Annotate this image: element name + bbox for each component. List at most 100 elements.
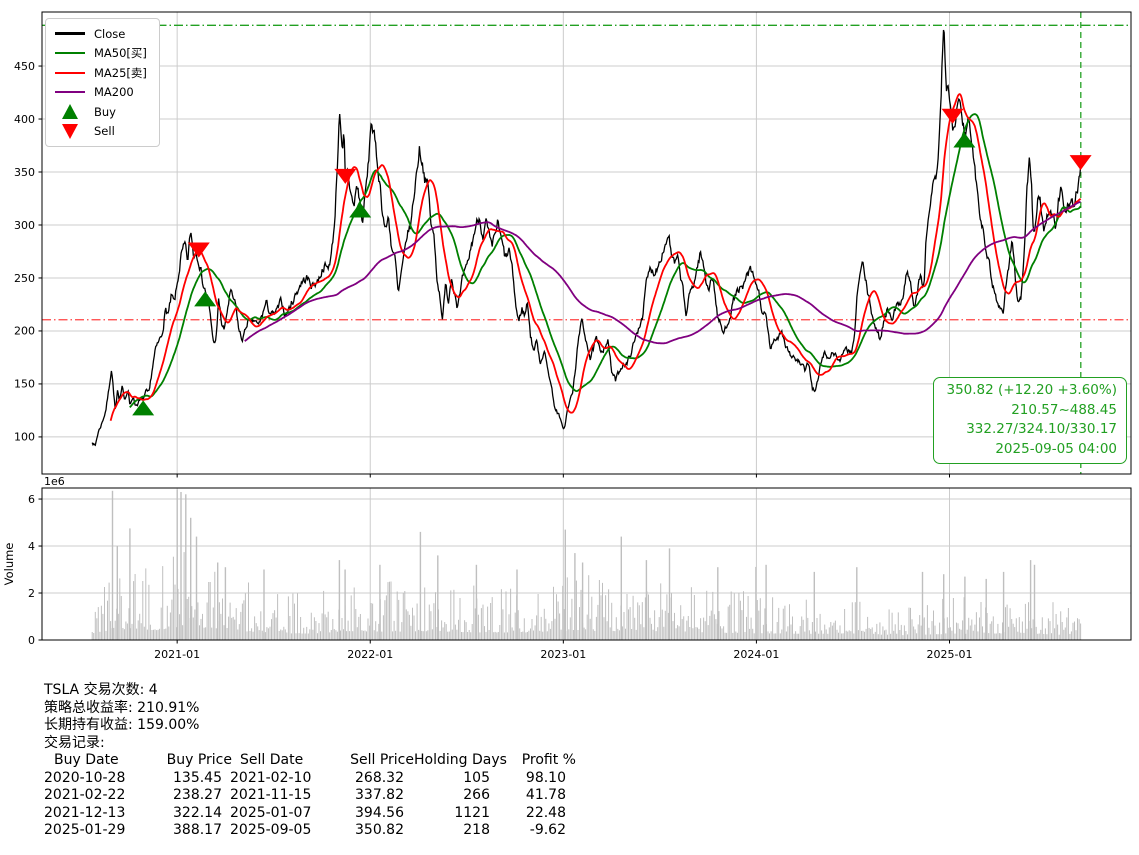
trade-cell: 394.56 (355, 804, 404, 821)
legend-label: Close (94, 26, 126, 41)
summary-hold-return: 长期持有收益: 159.00% (44, 717, 200, 733)
trade-cell: 2020-10-28 (44, 769, 126, 786)
volume-axis-label: Volume (2, 543, 16, 586)
legend-entry-buy: Buy (55, 102, 147, 122)
price-tick-label: 150 (14, 378, 35, 391)
legend-line-sample (55, 71, 85, 74)
trade-table-row: 2021-02-22 238.27 2021-11-15 337.82 266 41.78 (44, 787, 576, 805)
trade-cell: 1121 (454, 804, 490, 821)
trade-col-header: Holding Days (414, 752, 507, 768)
legend-entry-close: Close (55, 24, 147, 44)
volume-tick-label: 0 (28, 634, 35, 647)
trade-cell: 238.27 (173, 787, 222, 803)
trade-col-header: Sell Price (350, 752, 414, 768)
info-box-price: 350.82 (+12.20 +3.60%) (946, 382, 1117, 398)
trade-cell: 22.48 (525, 804, 566, 821)
trade-markers (132, 108, 1092, 416)
trade-cell: 105 (463, 769, 490, 786)
legend-line-sample (55, 52, 85, 55)
trade-cell: 2025-01-29 (44, 822, 126, 838)
sell-marker (941, 108, 964, 124)
trade-cell: 2021-02-10 (230, 769, 312, 786)
trade-cell: 41.78 (525, 787, 566, 803)
summary-total-return: 策略总收益率: 210.91% (44, 699, 200, 716)
trade-col-header: Sell Date (240, 752, 304, 768)
sell-marker (1069, 155, 1092, 171)
date-tick-label: 2023-01 (540, 648, 586, 661)
summary-trade-log-title: 交易记录: (44, 734, 105, 751)
volume-tick-label: 2 (28, 587, 35, 600)
legend-entry-ma25-: MA25[卖] (55, 63, 147, 83)
volume-tick-label: 4 (28, 540, 35, 553)
trade-cell: 2025-09-05 (230, 822, 312, 838)
trade-cell: 266 (463, 787, 490, 803)
trade-cell: 98.10 (525, 769, 566, 786)
info-box: 350.82 (+12.20 +3.60%) 210.57~488.45 332… (933, 377, 1127, 464)
trade-table-row: 2025-01-29 388.17 2025-09-05 350.82 218 -9.62 (44, 822, 576, 840)
volume-bars (91, 489, 1082, 640)
legend-entry-ma50-: MA50[买] (55, 44, 147, 64)
tri-down-icon (55, 123, 85, 139)
volume-tick-label: 6 (28, 493, 35, 506)
trade-cell: 135.45 (173, 769, 222, 786)
price-tick-label: 300 (14, 219, 35, 232)
legend-label: MA25[卖] (94, 65, 147, 80)
date-tick-label: 2022-01 (347, 648, 393, 661)
tri-up-icon (55, 104, 85, 120)
info-box-date: 2025-09-05 04:00 (995, 440, 1117, 457)
trade-cell: 2021-12-13 (44, 804, 126, 821)
sell-marker (334, 168, 357, 184)
trade-table-row: 2020-10-28 135.45 2021-02-10 268.32 105 98.10 (44, 770, 576, 788)
price-tick-label: 100 (14, 431, 35, 444)
trade-cell: 350.82 (355, 822, 404, 838)
buy-marker (953, 132, 976, 148)
trade-col-header: Buy Date (54, 752, 119, 768)
tick-marks (38, 65, 950, 644)
chart-canvas: 100 150 200 250 300 350 400 450 0 2 4 6 2021-01 2022-… (2, 11, 1132, 661)
buy-marker (194, 291, 217, 307)
date-tick-label: 2024-01 (733, 648, 779, 661)
legend: Close MA50[买] MA25[卖] MA200 Buy Sell (45, 18, 160, 147)
close-line (91, 29, 1082, 447)
legend-line-sample (55, 32, 85, 36)
info-box-range: 210.57~488.45 (1011, 401, 1117, 418)
trade-cell: 268.32 (355, 769, 404, 786)
price-tick-label: 400 (14, 113, 35, 126)
strategy-summary: TSLA 交易次数: 4 策略总收益率: 210.91% 长期持有收益: 159… (44, 682, 576, 840)
legend-label: MA200 (94, 85, 134, 100)
price-tick-label: 200 (14, 325, 35, 338)
price-tick-label: 350 (14, 166, 35, 179)
ma50-line (129, 113, 1082, 408)
buy-marker (349, 202, 372, 218)
legend-entry-ma200: MA200 (55, 83, 147, 103)
trade-table-row: 2021-12-13 322.14 2025-01-07 394.56 1121 22.4… (44, 805, 576, 823)
gridlines (42, 12, 1131, 641)
ma200-line (244, 200, 1081, 345)
buy-marker (132, 400, 155, 416)
volume-offset-label: 1e6 (44, 475, 65, 488)
tick-labels: 100 150 200 250 300 350 400 450 0 2 4 6 2021-01 2022-… (2, 60, 972, 661)
volume-panel-border (41, 487, 1132, 641)
date-tick-label: 2025-01 (927, 648, 973, 661)
trade-col-header: Profit % (521, 752, 576, 768)
ma25-line (109, 93, 1082, 422)
trade-cell: 322.14 (173, 804, 222, 821)
summary-trades-count: TSLA 交易次数: 4 (44, 682, 158, 698)
legend-label: MA50[买] (94, 46, 147, 61)
trade-cell: 2021-11-15 (230, 787, 312, 803)
trade-cell: 337.82 (355, 787, 404, 803)
trade-cell: 2021-02-22 (44, 787, 126, 803)
legend-label: Buy (94, 104, 116, 119)
price-tick-label: 450 (14, 60, 35, 73)
price-tick-label: 250 (14, 272, 35, 285)
info-box-mas: 332.27/324.10/330.17 (966, 421, 1117, 437)
legend-entry-sell: Sell (55, 122, 147, 142)
trade-cell: 2025-01-07 (230, 804, 312, 821)
trade-table: Buy Date Buy Price Sell Date Sell Price Hold… (44, 752, 576, 840)
trade-col-header: Buy Price (166, 752, 232, 768)
price-panel-border (41, 11, 1132, 475)
trade-cell: -9.62 (529, 822, 566, 838)
legend-label: Sell (94, 124, 115, 139)
date-tick-label: 2021-01 (154, 648, 200, 661)
